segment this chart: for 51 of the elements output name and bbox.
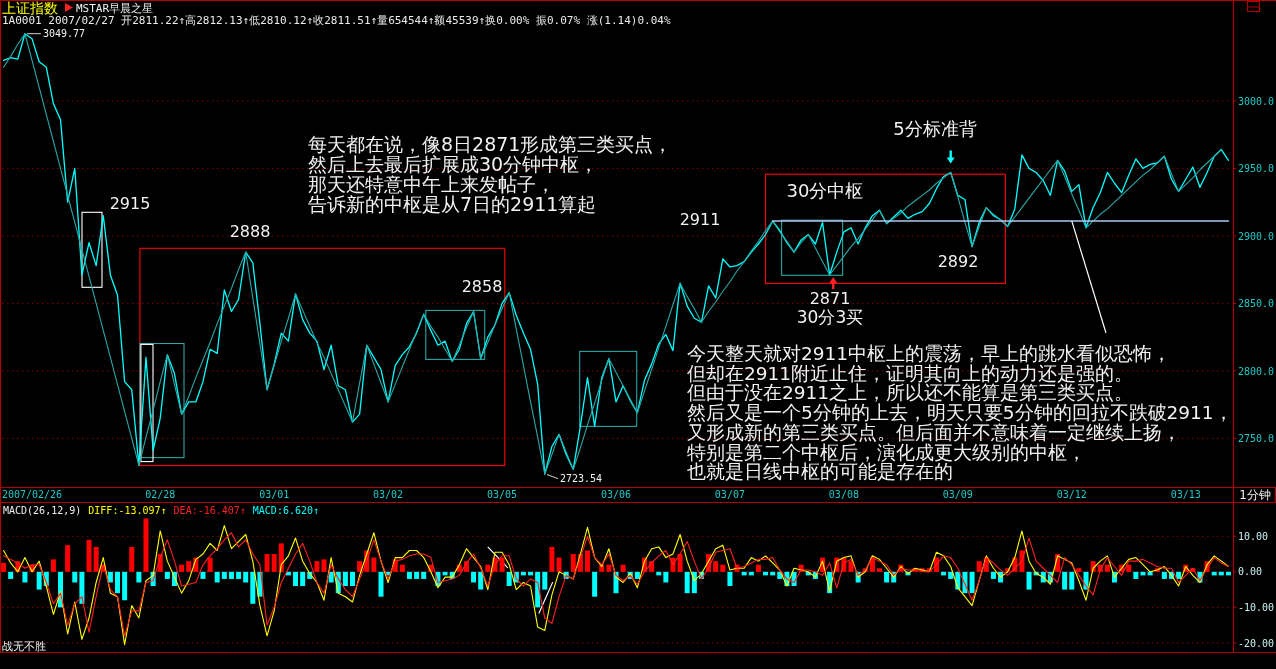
annotation: 今天整天就对2911中枢上的震荡，早上的跳水看似恐怖， (687, 343, 1172, 364)
text: 1分钟 (1239, 488, 1271, 502)
x-tick-label: 2007/02/26 (1, 488, 63, 500)
x-tick-label: 03/07 (714, 488, 745, 500)
y-tick-label: 2750.0 (1238, 433, 1275, 444)
annotation: 又形成新的第三类买点。但后面并不意味着一定继续上扬， (687, 421, 1181, 443)
annotation: 2723.54 (560, 472, 603, 484)
x-tick-label: 03/02 (373, 488, 404, 500)
chart-title: MACD(26,12,9) (3, 505, 82, 516)
y-tick-label: 2900.0 (1238, 230, 1275, 242)
y-tick-label: 10.00 (1238, 530, 1269, 542)
text: DEA:-16.407↑ (173, 505, 246, 516)
y-tick-label: 2800.0 (1238, 365, 1275, 377)
y-tick-label: 2850.0 (1238, 298, 1275, 309)
x-tick-label: 02/28 (145, 488, 176, 500)
x-tick-label: 03/01 (259, 488, 290, 500)
x-tick-label: 03/09 (942, 488, 973, 500)
annotation: 但却在2911附近止住，证明其向上的动力还是强的。 (687, 362, 1134, 384)
annotation: 也就是日线中枢的可能是存在的 (687, 461, 953, 483)
annotation: 2915 (109, 194, 151, 214)
annotation: 30分3买 (796, 307, 864, 327)
x-tick-label: 03/08 (828, 488, 859, 500)
y-tick-label: 3000.0 (1238, 95, 1275, 107)
annotation: 告诉新的中枢是从7日的2911算起 (308, 193, 597, 215)
x-tick-label: 03/06 (600, 488, 632, 500)
y-tick-label: 0.00 (1238, 566, 1263, 578)
y-tick-label: -20.00 (1238, 637, 1275, 649)
annotation: 然后上去最后扩展成30分钟中枢， (308, 153, 599, 175)
annotation: 那天还特意中午上来发帖子， (308, 173, 555, 195)
annotation: 但由于没在2911之上，所以还不能算是第三类买点。 (687, 382, 1134, 404)
chart-title: 上证指数 (2, 0, 58, 16)
x-tick-label: 03/13 (1170, 488, 1201, 500)
x-tick-label: 03/12 (1056, 488, 1087, 500)
annotation: 30分中枢 (786, 180, 864, 201)
annotation: 特别是第二个中枢后，演化成更大级别的中枢， (687, 441, 1086, 463)
annotation: 每天都在说，像8日2871形成第三类买点， (308, 133, 673, 155)
y-tick-label: -10.00 (1238, 602, 1275, 613)
text: MACD:6.620↑ (252, 505, 320, 516)
annotation: 5分标准背 (893, 118, 977, 139)
annotation: 2892 (937, 251, 979, 271)
annotation: 2858 (461, 277, 503, 297)
annotation: MSTAR早晨之星 (76, 2, 154, 15)
annotation: 然后又是一个5分钟的上去，明天只要5分钟的回拉不跌破2911， (687, 402, 1233, 424)
series-label: DIFF:-13.097↑ (88, 505, 167, 516)
annotation: 2888 (229, 221, 271, 241)
annotation: 2911 (679, 210, 721, 229)
x-tick-label: 03/05 (487, 488, 518, 500)
y-tick-label: 2950.0 (1238, 163, 1275, 174)
annotation: 2871 (809, 288, 851, 308)
annotation: 战无不胜 (2, 640, 46, 653)
annotation: 3049.77 (43, 28, 86, 40)
